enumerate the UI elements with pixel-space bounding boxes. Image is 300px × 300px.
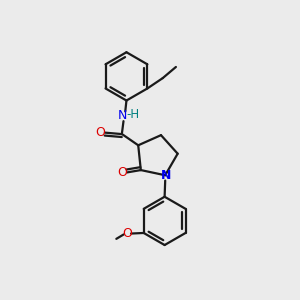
Text: O: O xyxy=(117,166,127,179)
Text: N: N xyxy=(161,169,171,182)
Text: O: O xyxy=(96,126,106,139)
Text: O: O xyxy=(123,227,132,240)
Text: N: N xyxy=(118,109,128,122)
Text: -H: -H xyxy=(126,109,140,122)
